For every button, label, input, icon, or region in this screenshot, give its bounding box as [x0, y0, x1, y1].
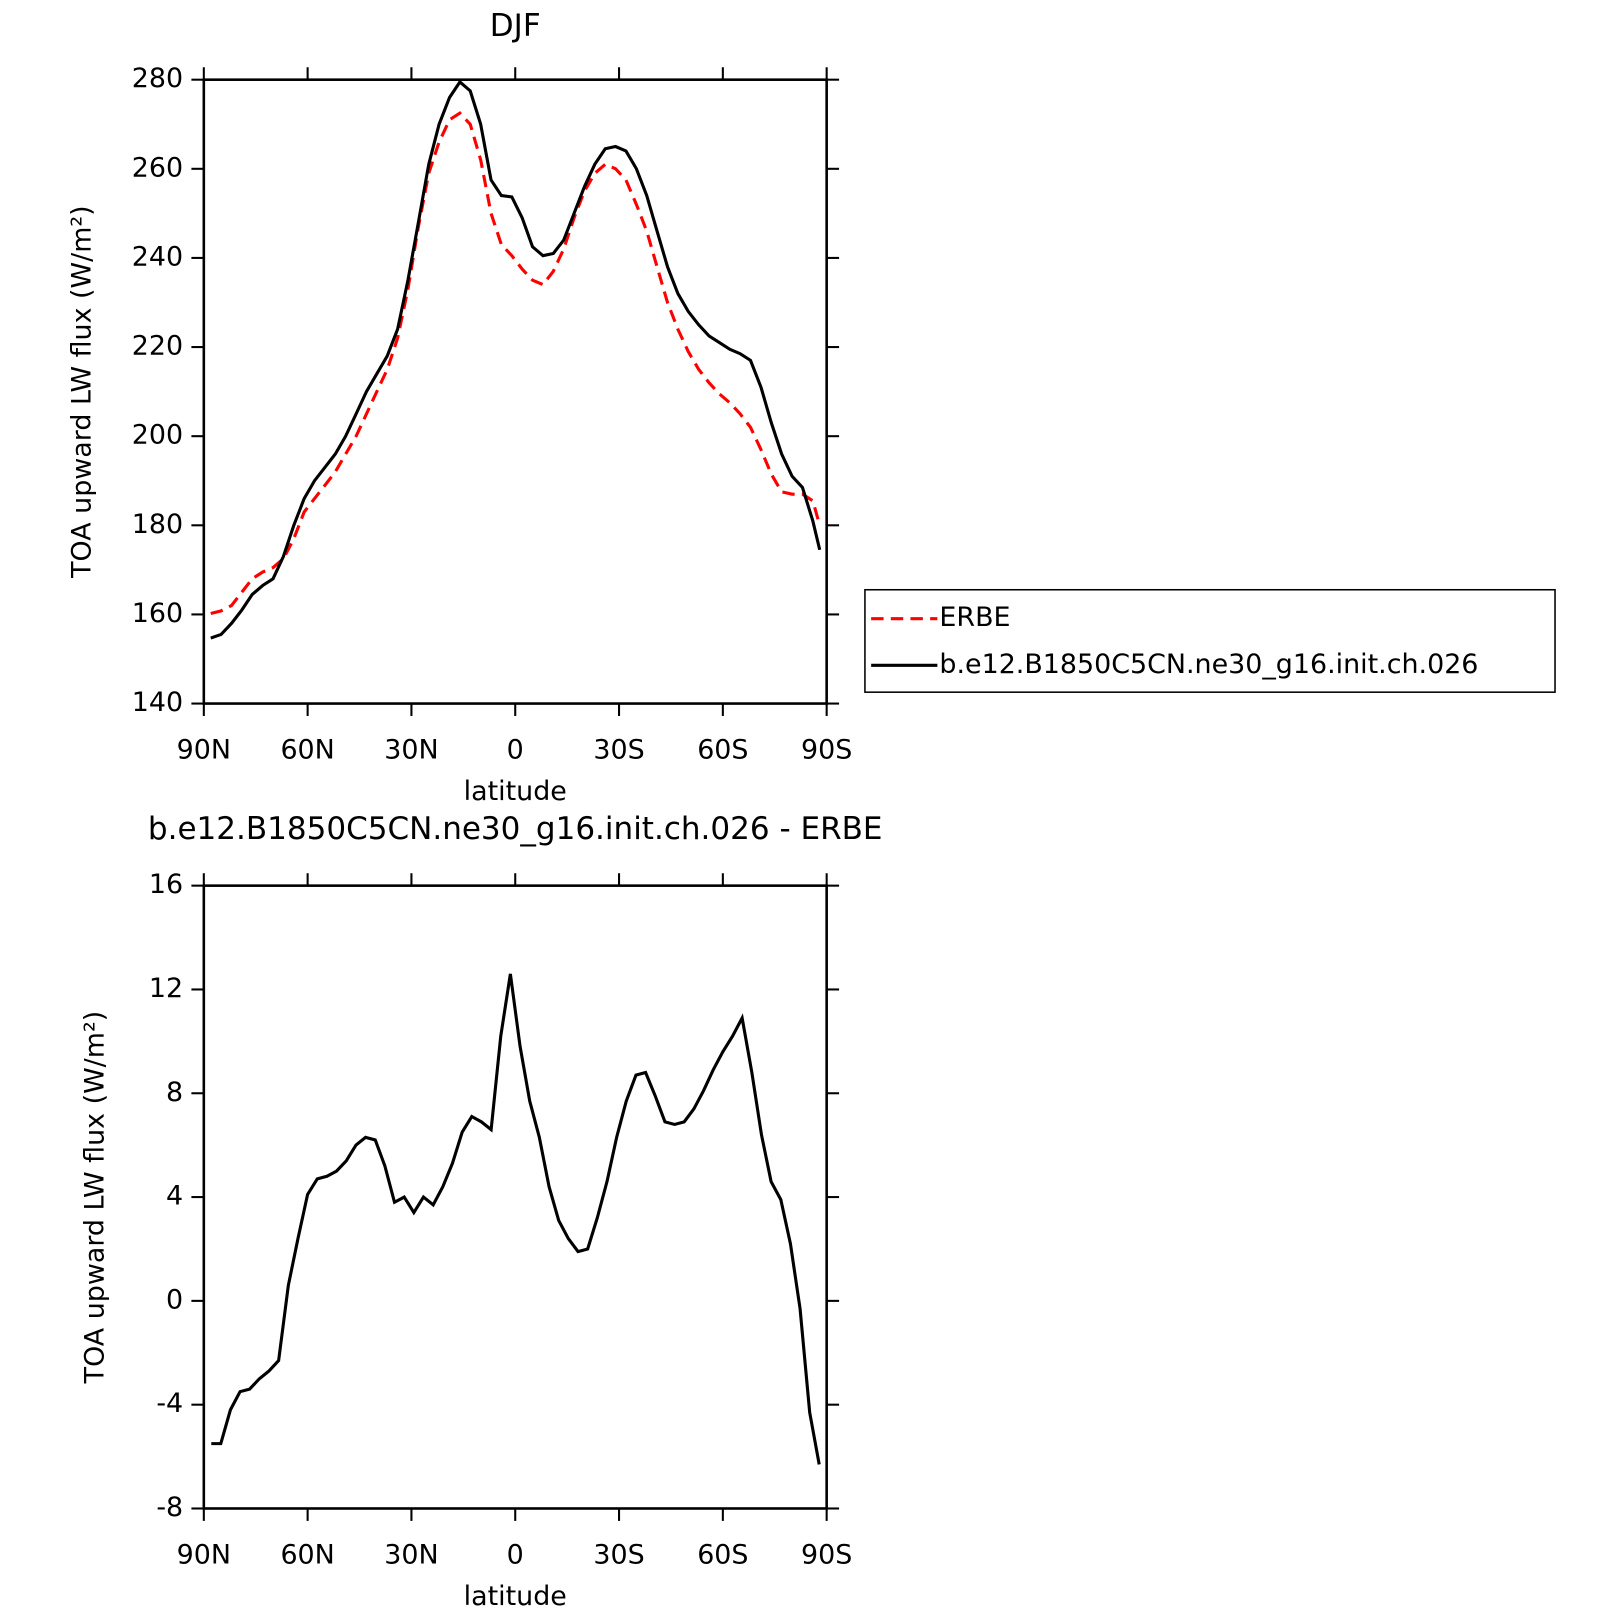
legend-label: ERBE: [939, 602, 1010, 633]
data-line: [210, 79, 822, 640]
y-tick-label: 220: [132, 331, 183, 362]
x-tick-label: 90N: [177, 1540, 231, 1571]
x-tick-label: 30S: [593, 1540, 644, 1571]
y-tick-label: 260: [132, 152, 183, 183]
y-tick-label: 140: [132, 687, 183, 718]
plot-frame: [202, 78, 828, 705]
y-axis-label: TOA upward LW flux (W/m²): [80, 1011, 111, 1385]
x-tick-label: 0: [507, 1540, 524, 1571]
y-axis-label: TOA upward LW flux (W/m²): [66, 205, 97, 579]
x-tick-label: 30N: [384, 735, 438, 766]
x-tick-label: 60N: [280, 735, 334, 766]
legend-box: [864, 588, 1556, 693]
x-tick-label: 90S: [801, 735, 852, 766]
x-axis-label: latitude: [464, 776, 567, 807]
y-tick-label: 280: [132, 63, 183, 94]
y-tick-label: 4: [166, 1181, 183, 1212]
x-tick-label: 30N: [384, 1540, 438, 1571]
y-tick-label: -4: [156, 1388, 183, 1419]
y-tick-label: 12: [149, 973, 183, 1004]
x-tick-label: 60N: [280, 1540, 334, 1571]
y-tick-label: 16: [149, 869, 183, 900]
x-tick-label: 90N: [177, 735, 231, 766]
chart-title: DJF: [490, 8, 541, 44]
x-tick-label: 0: [507, 735, 524, 766]
y-tick-label: 200: [132, 420, 183, 451]
x-tick-label: 30S: [593, 735, 644, 766]
y-tick-label: 8: [166, 1077, 183, 1108]
data-line: [210, 111, 822, 616]
y-tick-label: 240: [132, 241, 183, 272]
y-tick-label: 0: [166, 1284, 183, 1315]
x-tick-label: 90S: [801, 1540, 852, 1571]
y-tick-label: 180: [132, 509, 183, 540]
data-line: [211, 973, 821, 1465]
legend-label: b.e12.B1850C5CN.ne30_g16.init.ch.026: [939, 649, 1478, 680]
x-axis-label: latitude: [464, 1581, 567, 1612]
y-tick-label: 160: [132, 598, 183, 629]
x-tick-label: 60S: [697, 735, 748, 766]
x-tick-label: 60S: [697, 1540, 748, 1571]
y-tick-label: -8: [156, 1492, 183, 1523]
plot-frame: [202, 884, 828, 1510]
chart-title: b.e12.B1850C5CN.ne30_g16.init.ch.026 - E…: [148, 811, 883, 847]
